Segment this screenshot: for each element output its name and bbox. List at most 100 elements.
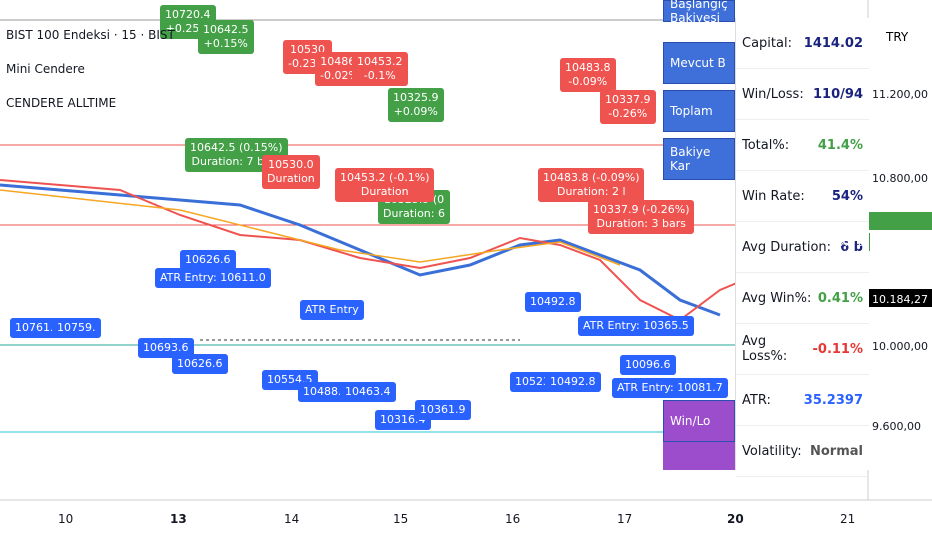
time-label: 14 xyxy=(284,512,300,526)
stats-row: Total%: 41.4% xyxy=(736,120,869,171)
label-line: 10720.4 xyxy=(165,8,211,21)
atr-label: 10626.6 xyxy=(180,250,236,270)
indicator: CENDERE ALLTIME xyxy=(6,96,117,110)
atr-label: 10492.8 xyxy=(525,292,581,312)
buy-label: 10642.5 +0.15% xyxy=(198,20,254,54)
atr-label: 10463.4 xyxy=(340,382,396,402)
stats-row: Win Rate: 54% xyxy=(736,171,869,222)
label-line: 10492.8 xyxy=(550,375,596,388)
label-line: Duration xyxy=(267,172,315,185)
price-label: 10.800,00 xyxy=(872,172,928,185)
text: Başlangıç Bakiyesi xyxy=(670,0,728,25)
balance-title: Başlangıç Bakiyesi 1000 xyxy=(663,0,778,25)
balance-panel: Başlangıç Bakiyesi 1000 Mevcut B Toplam B… xyxy=(663,0,778,470)
price-label: 10.000,00 xyxy=(872,340,928,353)
price-label: 9.600,00 xyxy=(872,420,921,433)
atr-label: 10361.9 xyxy=(415,400,471,420)
label-line: 10325.9 xyxy=(393,91,439,104)
atr-label: ATR Entry: 10081.7 xyxy=(612,378,728,398)
atr-label: ATR Entry: 10611.0 xyxy=(155,268,271,288)
label-line: 10626.6 xyxy=(177,357,223,370)
sell-label: 10483.8 -0.09% xyxy=(560,58,616,92)
label-line: 10626.6 xyxy=(185,253,231,266)
stat-label: Capital: xyxy=(742,35,792,51)
atr-label: 10096.6 xyxy=(620,355,676,375)
stat-value: 1414.02 xyxy=(803,35,863,51)
stat-value: 6 b xyxy=(840,239,863,255)
label-line: ATR Entry xyxy=(305,303,359,316)
label-line: 10488.5 xyxy=(303,385,349,398)
stat-value: Normal xyxy=(810,443,863,459)
time-label: 17 xyxy=(617,512,633,526)
label-line: 10361.9 xyxy=(420,403,466,416)
label-line: Duration xyxy=(360,185,409,198)
stats-row: Capital: 1414.02 xyxy=(736,18,869,69)
label-line: 10483.8 xyxy=(565,61,611,74)
time-label: 16 xyxy=(505,512,521,526)
atr-label: 10626.6 xyxy=(172,354,228,374)
currency: TRY xyxy=(886,30,909,44)
atr-label: ATR Entry xyxy=(300,300,364,320)
label-line: Duration: 6 xyxy=(383,207,445,220)
stats-row: Win/Loss: 110/94 xyxy=(736,69,869,120)
stat-label: Win/Loss: xyxy=(742,86,804,102)
price-line xyxy=(0,179,861,322)
ticker-tag: XU100 xyxy=(840,236,877,249)
stat-label: Total%: xyxy=(742,137,790,153)
atr-label: 10761.4 xyxy=(10,318,66,338)
label-line: -0.02% xyxy=(320,69,359,82)
stat-value: 41.4% xyxy=(817,137,863,153)
stat-value: -0.11% xyxy=(812,341,864,357)
balance-row: Bakiye Kar xyxy=(663,138,735,180)
buy-label: 10325.9 +0.09% xyxy=(388,88,444,122)
text: 1000 xyxy=(747,4,779,18)
time-label: 20 xyxy=(727,512,744,526)
label-line: Duration: 7 bars xyxy=(191,155,281,168)
label-line: Duration: 2 l xyxy=(556,185,626,198)
price-line xyxy=(0,189,621,266)
stats-row: Avg Duration: 6 b xyxy=(736,222,869,273)
stat-label: Avg Duration: xyxy=(742,239,832,255)
sell-label: 10453.2 (-0.1%) Duration xyxy=(335,168,435,202)
label-line: 10337.9 xyxy=(605,93,651,106)
sell-label: 10483.8 (-0.09%) Duration: 2 l xyxy=(538,168,645,202)
stat-value: 0.41% xyxy=(817,290,863,306)
price-label: 10.484,39 xyxy=(872,235,928,248)
label-line: 10642.5 (0.15%) xyxy=(190,141,283,154)
label-line: 10530.0 xyxy=(268,158,314,171)
label-line: ATR Entry: 10365.5 xyxy=(583,319,689,332)
label-line: 10483.8 (-0.09%) xyxy=(543,171,640,184)
atr-label: 10492.8 xyxy=(545,372,601,392)
atr-label: ATR Entry: 10365.5 xyxy=(578,316,694,336)
label-line: 10642.5 xyxy=(203,23,249,36)
time-label: 15 xyxy=(393,512,409,526)
sell-label: 10453.2 -0.1% xyxy=(352,52,408,86)
stats-row: ATR: 35.2397 xyxy=(736,375,869,426)
time-label: 10 xyxy=(58,512,74,526)
label-line: 10492.8 xyxy=(530,295,576,308)
stat-label: Volatility: xyxy=(742,443,802,459)
atr-label: 10488.5 xyxy=(298,382,354,402)
stats-row: Avg Loss%: -0.11% xyxy=(736,324,869,375)
label-line: 10453.2 xyxy=(357,55,403,68)
label-line: ATR Entry: 10081.7 xyxy=(617,381,723,394)
atr-label: 10693.6 xyxy=(138,338,194,358)
label-line: 10463.4 xyxy=(345,385,391,398)
symbol: BIST 100 Endeksi · 15 · BIST xyxy=(6,28,175,42)
ma-line xyxy=(0,183,721,317)
price-label: 10.184,27 xyxy=(872,293,928,306)
label-line: +0.15% xyxy=(203,37,248,50)
sell-label: 10337.9 (-0.26%) Duration: 3 bars xyxy=(588,200,695,234)
stat-label: ATR: xyxy=(742,392,771,408)
stat-value: 35.2397 xyxy=(803,392,863,408)
indicator: Mini Cendere xyxy=(6,62,85,76)
price-label: 11.200,00 xyxy=(872,88,928,101)
balance-row: Mevcut B xyxy=(663,42,735,84)
label-line: -0.26% xyxy=(608,107,648,120)
label-line: 10693.6 xyxy=(143,341,189,354)
stats-row: Avg Win%: 0.41% xyxy=(736,273,869,324)
balance-row: Win/Lo xyxy=(663,400,735,442)
stats-table: Capital: 1414.02 Win/Loss: 110/94 Total%: 41.… xyxy=(735,18,869,477)
stat-value: 54% xyxy=(831,188,863,204)
label-line: 10096.6 xyxy=(625,358,671,371)
